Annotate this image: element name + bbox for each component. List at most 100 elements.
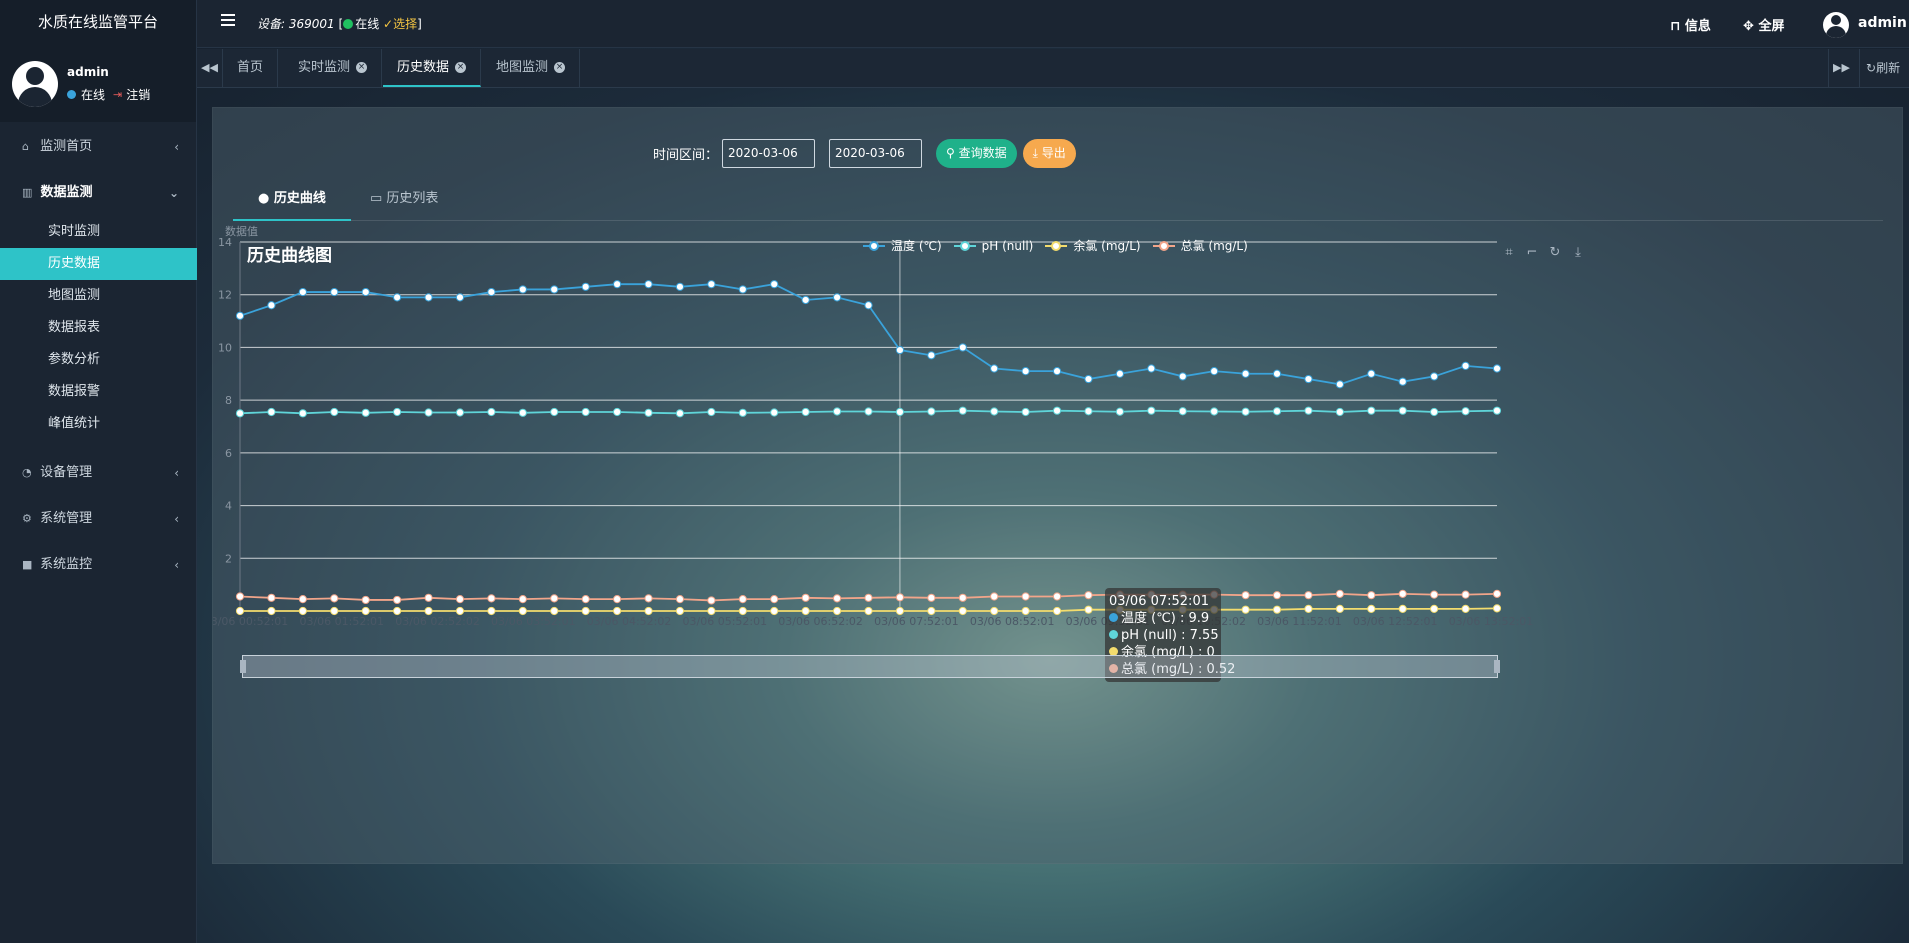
series-point-ph <box>581 407 590 417</box>
series-point-ph <box>1115 407 1125 416</box>
export-button[interactable]: ⤓ 导出 <box>1022 138 1076 168</box>
restore-icon[interactable]: ↻ <box>1549 245 1561 260</box>
nav-group-monitor[interactable]: ■ 系统监控 ‹ <box>0 542 197 588</box>
nav-item-param-analysis[interactable]: 参数分析 <box>48 352 101 367</box>
legend-total-label: 总氯 (mg/L) <box>1180 239 1248 253</box>
app-title: 水质在线监管平台 <box>0 0 196 45</box>
close-icon[interactable]: × <box>554 62 566 73</box>
zoom-reset-icon[interactable]: ⌐ <box>1526 245 1538 260</box>
series-point-chlorine <box>895 606 905 616</box>
series-point-chlorine <box>393 606 402 616</box>
nav-item-realtime[interactable]: 实时监测 <box>48 224 101 239</box>
top-user-name[interactable]: admin <box>1858 15 1907 31</box>
y-tick-label: 14 <box>218 236 232 249</box>
nav-item-peak[interactable]: 峰值统计 <box>48 416 101 431</box>
zoom-icon[interactable]: ⌗ <box>1505 245 1513 260</box>
nav-item-alarm[interactable]: 数据报警 <box>48 384 101 399</box>
home-icon: ⌂ <box>22 140 29 153</box>
series-point-chlorine <box>1084 605 1093 614</box>
legend-item-chlorine[interactable]: 余氯 (mg/L) <box>1045 237 1141 254</box>
series-point-temp <box>1461 361 1470 370</box>
nav-group-home[interactable]: ⌂ 监测首页 ‹ <box>0 124 197 170</box>
series-point-ph <box>1304 406 1313 415</box>
logout-icon[interactable]: ⇥ <box>113 88 123 101</box>
series-point-temp <box>1492 364 1502 373</box>
x-tick-label: 03/06 07:52:01 <box>874 615 959 628</box>
series-point-chlorine <box>1304 604 1313 613</box>
x-tick-label: 03/06 12:52:01 <box>1353 615 1438 628</box>
series-point-total <box>895 593 905 602</box>
info-button[interactable]: ⊓ 信息 <box>1670 15 1711 34</box>
legend-item-total[interactable]: 总氯 (mg/L) <box>1152 237 1248 254</box>
legend-item-temp[interactable]: 温度 (℃) <box>863 237 942 254</box>
x-tick-label: 03/06 00:52:01 <box>213 615 288 628</box>
nav-group-device[interactable]: ◔ 设备管理 ‹ <box>0 450 197 496</box>
tab-prev-icon[interactable]: ◀◀ <box>197 49 223 87</box>
refresh-button[interactable]: ↻刷新 <box>1859 49 1909 87</box>
series-point-ph <box>455 408 465 417</box>
subtab-curve[interactable]: ● 历史曲线 <box>233 185 351 221</box>
series-point-ph <box>1430 407 1439 417</box>
subtab-list[interactable]: ▭ 历史列表 <box>345 185 463 221</box>
series-point-chlorine <box>518 606 527 616</box>
tab-home[interactable]: 首页 <box>223 49 279 87</box>
menu-toggle-icon[interactable] <box>221 14 235 26</box>
nav-group-data-monitor[interactable]: ▥ 数据监测 ⌄ <box>0 170 197 216</box>
tab-map[interactable]: 地图监测 × <box>482 49 581 87</box>
x-tick-label: 03/06 04:52:02 <box>587 615 672 628</box>
zoom-handle-right[interactable] <box>1494 660 1500 673</box>
series-point-total <box>1461 590 1470 599</box>
gear-icon: ⚙ <box>22 512 32 525</box>
series-point-chlorine <box>1272 605 1282 614</box>
series-point-temp <box>770 280 779 289</box>
history-chart[interactable]: 数据值 2 4 6 8 10 12 14 03/06 00:52:01 03/06 01:52:0… <box>213 223 1904 863</box>
end-date-input[interactable] <box>829 138 923 168</box>
logout-link[interactable]: 注销 <box>126 88 151 102</box>
chevron-down-icon: ⌄ <box>168 186 179 200</box>
series-point-temp <box>1084 374 1093 384</box>
main-panel: 时间区间： ⚲ 查询数据 ⤓ 导出 ● 历史曲线 ▭ 历史列表 数据值 2 4 6 8 1… <box>212 107 1903 864</box>
close-icon[interactable]: × <box>356 62 368 73</box>
save-image-icon[interactable]: ⤓ <box>1575 245 1581 260</box>
series-point-ph <box>613 407 622 417</box>
series-point-chlorine <box>235 606 245 616</box>
series-point-temp <box>1178 372 1187 381</box>
series-point-total <box>990 592 999 601</box>
download-icon: ⤓ <box>1032 145 1042 160</box>
series-point-chlorine <box>958 606 967 616</box>
nav-group-system[interactable]: ⚙ 系统管理 ‹ <box>0 496 197 542</box>
series-point-ph <box>738 408 747 417</box>
series-point-total <box>487 594 496 603</box>
start-date-input[interactable] <box>722 138 816 168</box>
series-point-ph <box>1147 406 1156 415</box>
series-point-temp <box>895 345 905 355</box>
series-point-temp <box>801 295 810 305</box>
close-icon[interactable]: × <box>455 62 467 73</box>
legend-item-ph[interactable]: pH (null) <box>953 237 1033 254</box>
top-avatar[interactable] <box>1823 12 1849 38</box>
series-point-chlorine <box>361 606 370 616</box>
nav-item-map[interactable]: 地图监测 <box>48 288 101 303</box>
series-point-total <box>298 595 307 604</box>
nav-item-history[interactable]: 历史数据 <box>0 248 197 280</box>
chevron-left-icon: ‹ <box>174 558 179 572</box>
series-point-total <box>455 595 465 604</box>
select-device-link[interactable]: 选择 <box>393 17 418 31</box>
series-point-temp <box>1021 367 1030 376</box>
tab-next-icon[interactable]: ▶▶ <box>1828 49 1854 87</box>
fullscreen-button[interactable]: ✥ 全屏 <box>1743 15 1784 34</box>
query-button[interactable]: ⚲ 查询数据 <box>936 138 1017 168</box>
nav-item-report[interactable]: 数据报表 <box>48 320 101 335</box>
series-point-total <box>832 594 842 603</box>
zoom-handle-left[interactable] <box>240 660 246 673</box>
tab-history[interactable]: 历史数据 × <box>383 49 482 87</box>
series-point-chlorine <box>613 606 622 616</box>
series-point-ph <box>990 407 999 416</box>
series-point-ph <box>832 407 842 416</box>
tab-realtime[interactable]: 实时监测 × <box>284 49 383 87</box>
search-icon: ⚲ <box>946 145 959 160</box>
series-point-total <box>707 596 716 605</box>
chart-container: 数据值 2 4 6 8 10 12 14 03/06 00:52:01 03/06 01:52:0… <box>213 223 1904 863</box>
series-point-total <box>424 593 433 602</box>
data-zoom-slider[interactable] <box>240 655 1500 678</box>
